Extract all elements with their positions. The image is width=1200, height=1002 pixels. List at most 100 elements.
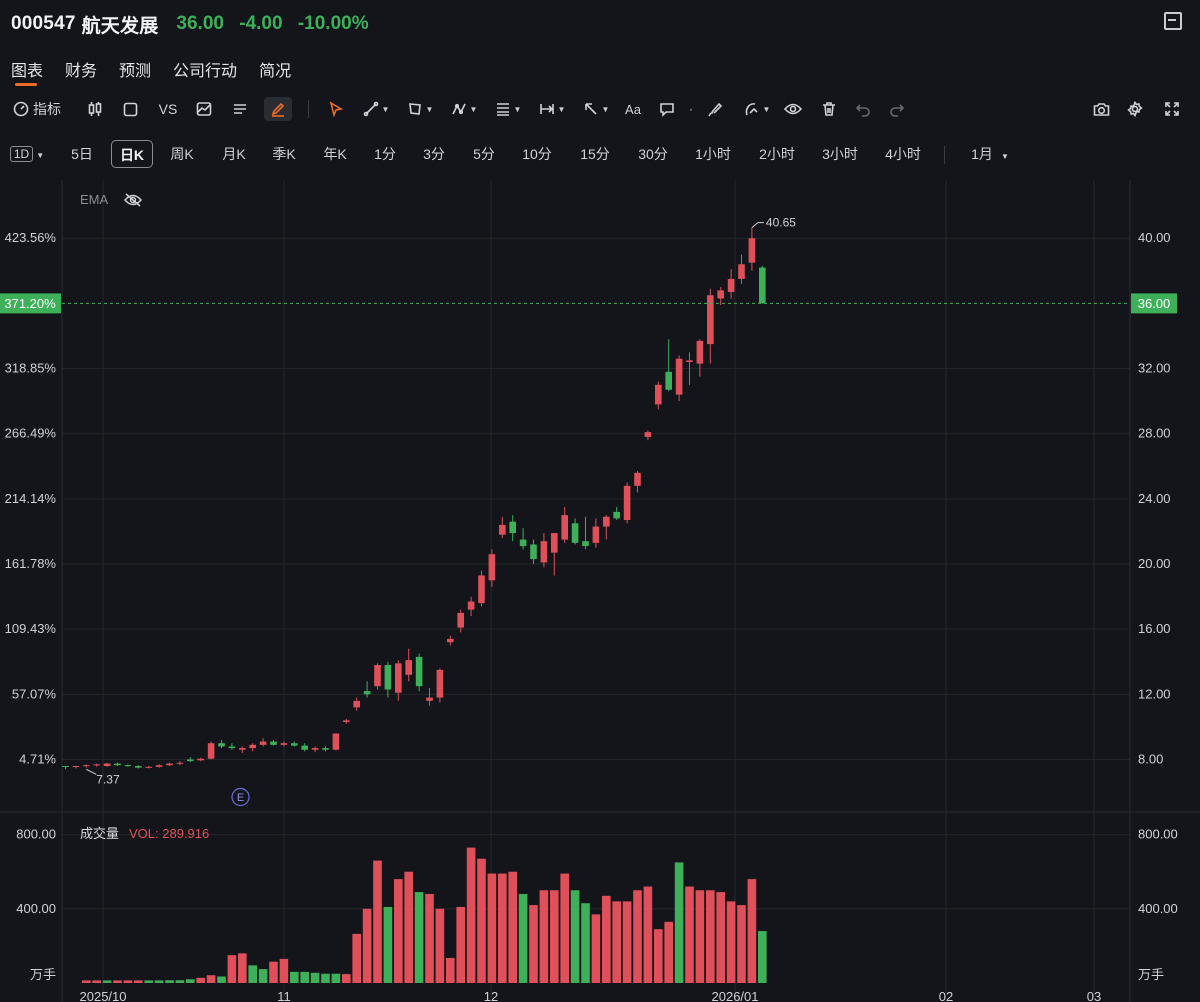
- candle-body: [363, 691, 371, 695]
- volume-bar: [466, 847, 476, 983]
- fibonacci-tool[interactable]: ▼: [492, 97, 524, 121]
- volume-bar: [633, 890, 642, 983]
- tab-profile[interactable]: 简况: [259, 63, 292, 80]
- price-tick-label: 28.00: [1138, 426, 1171, 441]
- quote-values: 36.00 -4.00 -10.00%: [176, 13, 378, 35]
- arrow-tool[interactable]: ▼: [580, 97, 612, 121]
- candle-body: [426, 697, 433, 701]
- magnet-icon: [745, 103, 758, 116]
- magnet-tool[interactable]: ▼: [740, 97, 774, 121]
- compare-button[interactable]: VS: [158, 101, 178, 117]
- price-chart[interactable]: 423.56% 318.85% 266.49% 214.14% 161.78% 109.4…: [0, 180, 1200, 1002]
- period-1h[interactable]: 1小时: [695, 146, 731, 162]
- trend-line-tool[interactable]: ▼: [360, 97, 392, 121]
- candle-body: [571, 523, 579, 543]
- volume-bar: [394, 879, 403, 983]
- layout-button[interactable]: [119, 97, 141, 121]
- undo-button[interactable]: [852, 97, 874, 121]
- tab-financials[interactable]: 财务: [65, 63, 98, 80]
- measure-tool[interactable]: ▼: [536, 97, 568, 121]
- object-tree-button[interactable]: [229, 97, 251, 121]
- period-1m-dropdown[interactable]: 1月 ▼: [964, 140, 1016, 168]
- candle-body: [499, 524, 506, 535]
- candle-body: [634, 472, 641, 486]
- period-4h[interactable]: 4小时: [885, 146, 921, 162]
- pattern-tool[interactable]: ▼: [448, 97, 480, 121]
- volume-bar: [300, 971, 309, 983]
- gear-icon: [1127, 101, 1143, 117]
- shape-tool[interactable]: ▼: [404, 97, 436, 121]
- ema-indicator-label[interactable]: EMA: [80, 192, 109, 207]
- period-2h[interactable]: 2小时: [759, 146, 795, 162]
- period-15min[interactable]: 15分: [580, 146, 610, 162]
- volume-bar: [248, 965, 257, 983]
- period-quarterly[interactable]: 季K: [272, 146, 296, 162]
- percent-tick-label: 109.43%: [5, 621, 57, 636]
- settings-button[interactable]: [1124, 97, 1146, 121]
- price-change: -4.00: [239, 13, 283, 34]
- candle-body: [311, 748, 319, 750]
- candle-body: [93, 764, 100, 766]
- volume-bar: [508, 871, 517, 983]
- volume-bar: [227, 955, 237, 983]
- dot-tool[interactable]: ·: [689, 102, 693, 116]
- area-chart-icon: [196, 102, 212, 116]
- interval-badge: 1D: [9, 146, 34, 162]
- volume-bar: [425, 893, 434, 983]
- volume-bar: [758, 931, 767, 983]
- period-5min[interactable]: 5分: [473, 146, 495, 162]
- candle-body: [727, 278, 735, 292]
- period-daily[interactable]: 日K: [111, 140, 153, 168]
- period-30min[interactable]: 30分: [638, 146, 668, 162]
- indicator-button[interactable]: 指标: [10, 97, 64, 121]
- last-percent-label: 371.20%: [4, 296, 56, 311]
- candle-body: [457, 612, 464, 628]
- period-yearly[interactable]: 年K: [323, 146, 347, 162]
- volume-bar: [654, 929, 663, 983]
- candle-body: [103, 763, 111, 767]
- exit-fullscreen-icon[interactable]: [1164, 12, 1182, 30]
- volume-bar: [414, 892, 424, 983]
- period-10min[interactable]: 10分: [522, 146, 552, 162]
- candle-type-button[interactable]: [84, 97, 106, 121]
- tab-forecast[interactable]: 预测: [119, 63, 152, 80]
- period-3min[interactable]: 3分: [423, 146, 445, 162]
- eye-off-icon[interactable]: [124, 193, 142, 207]
- candle-body: [748, 238, 756, 263]
- period-5d[interactable]: 5日: [71, 146, 93, 162]
- volume-bar: [570, 890, 580, 983]
- candle-body: [218, 743, 225, 747]
- period-weekly[interactable]: 周K: [170, 146, 194, 162]
- caret-icon: ▼: [36, 151, 45, 160]
- fullscreen-button[interactable]: [1161, 97, 1183, 121]
- candle-body: [207, 743, 215, 759]
- interval-dropdown[interactable]: 1D ▼: [8, 140, 46, 168]
- period-selector: 1D ▼ 5日 日K 周K 月K 季K 年K 1分 3分 5分 10分 15分 3…: [0, 140, 1200, 170]
- stock-name: 航天发展: [81, 15, 159, 37]
- period-monthly[interactable]: 月K: [222, 146, 246, 162]
- pencil-icon: [271, 102, 285, 117]
- chart-template-button[interactable]: [193, 97, 215, 121]
- candle-body: [655, 384, 662, 405]
- low-label: 7.37: [96, 772, 120, 786]
- screenshot-button[interactable]: [1090, 97, 1112, 121]
- redo-button[interactable]: [886, 97, 908, 121]
- volume-bar: [331, 973, 341, 983]
- caret-icon: ▼: [1000, 152, 1009, 161]
- comment-tool[interactable]: [656, 97, 678, 121]
- draw-mode-button[interactable]: [264, 97, 292, 121]
- period-3h[interactable]: 3小时: [822, 146, 858, 162]
- volume-bar: [269, 961, 278, 983]
- earnings-marker-label: E: [237, 792, 244, 804]
- volume-bar: [518, 893, 528, 983]
- visibility-toggle[interactable]: [782, 97, 804, 121]
- cursor-tool[interactable]: [326, 97, 346, 121]
- delete-drawings-button[interactable]: [818, 97, 840, 121]
- period-1min[interactable]: 1分: [374, 146, 396, 162]
- tab-corporate-actions[interactable]: 公司行动: [173, 63, 238, 80]
- candle-body: [395, 663, 402, 693]
- text-tool[interactable]: Aa: [625, 101, 641, 117]
- brush-tool[interactable]: [704, 97, 726, 121]
- percent-tick-label: 214.14%: [5, 491, 57, 506]
- tab-chart[interactable]: 图表: [11, 48, 43, 88]
